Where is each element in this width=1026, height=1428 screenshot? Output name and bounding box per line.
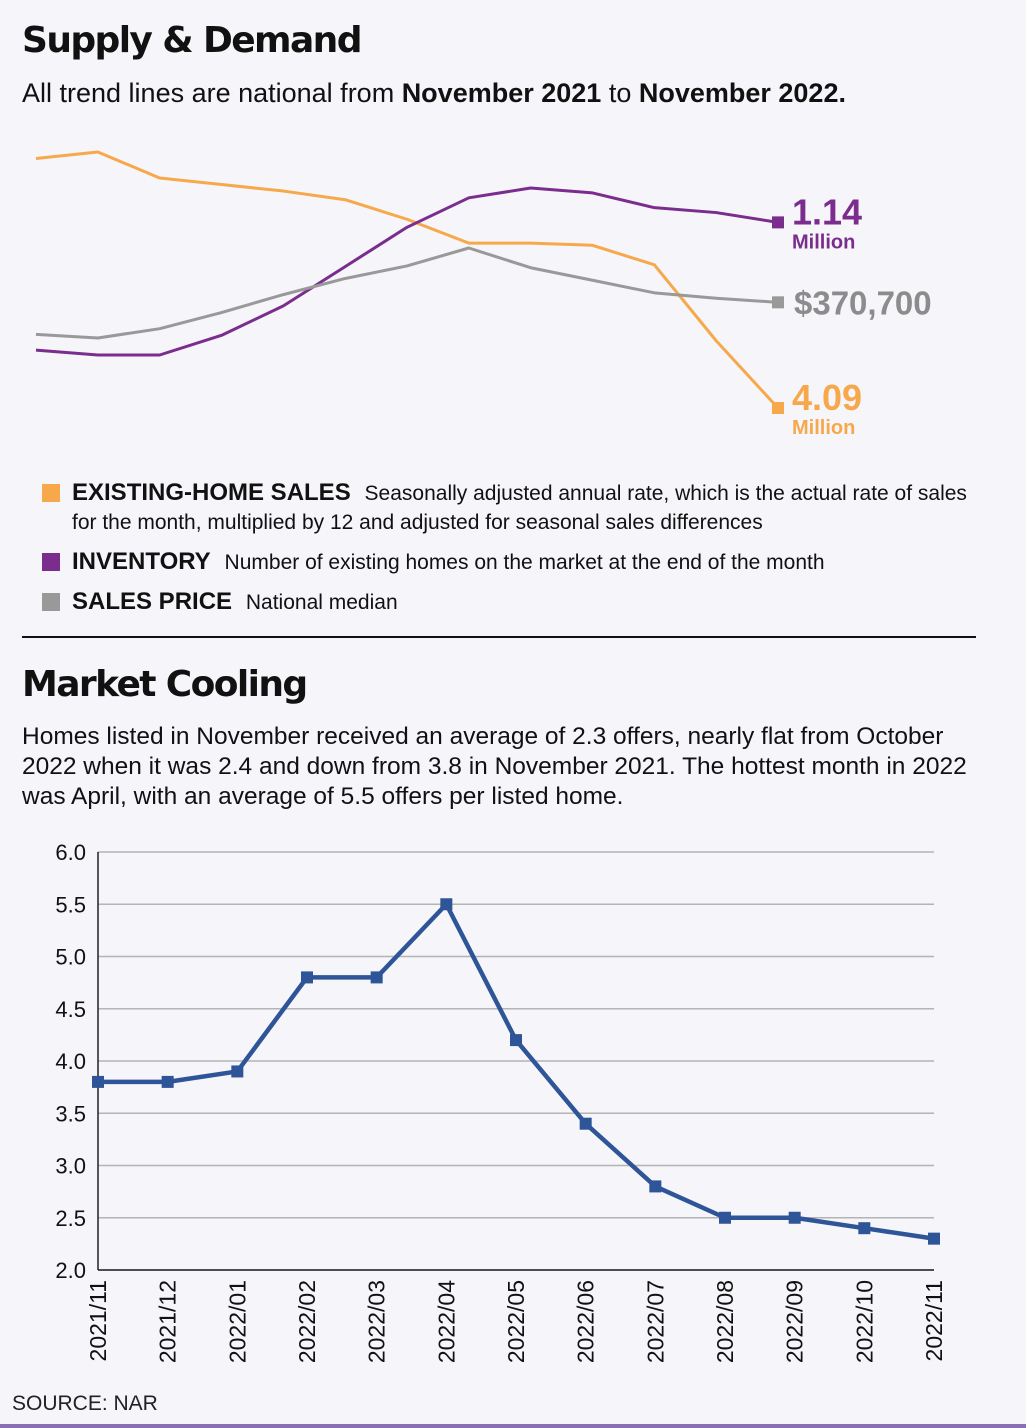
data-point — [370, 971, 383, 984]
section-divider — [22, 636, 976, 638]
y-tick-label: 4.5 — [55, 997, 86, 1022]
y-tick-label: 5.0 — [55, 945, 86, 970]
x-tick-label: 2022/11 — [921, 1280, 947, 1361]
y-tick-label: 4.0 — [55, 1049, 86, 1074]
data-point — [858, 1222, 871, 1235]
x-tick-label: 2022/02 — [294, 1280, 320, 1363]
supply-demand-title: Supply & Demand — [22, 20, 362, 61]
data-point — [649, 1180, 662, 1193]
subtitle-mid: to — [601, 78, 639, 108]
legend-name-price: SALES PRICE — [72, 588, 233, 615]
end-unit-inventory: Million — [792, 231, 855, 253]
x-tick-label: 2022/01 — [224, 1280, 250, 1363]
market-cooling-title: Market Cooling — [22, 664, 308, 705]
subtitle-end: November 2022. — [638, 78, 846, 108]
line-price — [35, 246, 779, 340]
x-tick-label: 2022/03 — [364, 1280, 390, 1363]
legend-desc-price: National median — [245, 591, 398, 614]
y-tick-label: 6.0 — [55, 840, 86, 865]
x-tick-label: 2022/06 — [573, 1280, 599, 1363]
data-point — [301, 971, 313, 984]
data-point — [928, 1232, 940, 1245]
x-tick-label: 2022/09 — [782, 1280, 808, 1363]
x-tick-label: 2021/11 — [85, 1280, 111, 1361]
y-tick-label: 2.0 — [55, 1258, 86, 1283]
data-point — [92, 1075, 104, 1088]
legend-item-inventory: INVENTORY Number of existing homes on th… — [42, 547, 982, 577]
end-unit-sales: Million — [792, 417, 855, 439]
legend-desc-inventory: Number of existing homes on the market a… — [224, 551, 825, 574]
legend-swatch-price — [42, 593, 60, 611]
end-marker-sales — [772, 402, 784, 414]
y-tick-label: 3.0 — [55, 1154, 86, 1179]
x-tick-label: 2022/10 — [851, 1280, 877, 1363]
legend-item-price: SALES PRICE National median — [42, 587, 982, 617]
data-point — [440, 898, 453, 911]
end-value-price: $370,700 — [794, 284, 932, 321]
supply-demand-subtitle: All trend lines are national from Novemb… — [22, 78, 846, 109]
y-tick-label: 2.5 — [55, 1206, 86, 1231]
legend-name-sales: EXISTING-HOME SALES — [72, 479, 351, 506]
end-value-sales: 4.09 — [792, 377, 862, 418]
data-point — [231, 1065, 244, 1078]
legend-swatch-sales — [42, 484, 60, 502]
data-point — [719, 1211, 731, 1224]
source-note: SOURCE: NAR — [12, 1392, 158, 1415]
x-tick-label: 2022/07 — [642, 1280, 668, 1363]
legend-item-sales: EXISTING-HOME SALES Seasonally adjusted … — [42, 478, 982, 537]
legend-swatch-inventory — [42, 553, 60, 571]
end-value-inventory: 1.14 — [792, 191, 862, 232]
data-point — [161, 1075, 174, 1088]
data-point — [788, 1211, 801, 1224]
end-marker-inventory — [772, 216, 784, 229]
x-tick-label: 2022/04 — [433, 1280, 459, 1363]
y-tick-label: 3.5 — [55, 1101, 86, 1126]
legend-name-inventory: INVENTORY — [72, 548, 211, 575]
offers-line — [98, 902, 935, 1241]
legend: EXISTING-HOME SALES Seasonally adjusted … — [42, 478, 982, 627]
x-tick-label: 2022/05 — [503, 1280, 529, 1363]
x-tick-label: 2022/08 — [712, 1280, 738, 1363]
y-tick-label: 5.5 — [55, 892, 86, 917]
bottom-accent-bar — [0, 1424, 1026, 1428]
market-cooling-paragraph: Homes listed in November received an ave… — [22, 723, 967, 810]
line-sales — [35, 150, 780, 410]
line-inventory — [35, 186, 779, 357]
data-point — [579, 1117, 592, 1130]
subtitle-start: November 2021 — [401, 78, 602, 108]
data-point — [510, 1034, 522, 1047]
subtitle-prefix: All trend lines are national from — [22, 78, 402, 108]
x-tick-label: 2021/12 — [155, 1280, 181, 1363]
legend-desc-sales: Seasonally adjusted annual rate, which i… — [72, 482, 967, 534]
offers-chart: 2.0 2.5 3.0 3.5 4.0 4.5 5.0 5.5 6.0 2021/11 2021/1… — [55, 840, 947, 1363]
end-marker-price — [772, 296, 784, 309]
